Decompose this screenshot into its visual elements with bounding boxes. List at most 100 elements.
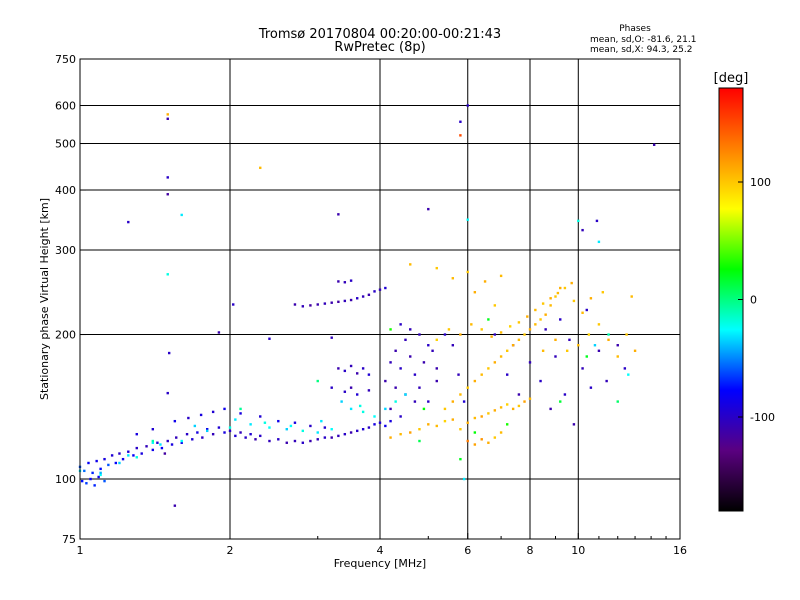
y-tick-label: 750 [55,53,76,66]
stats-x-mode: mean, sd,X: 94.3, 25.2 [590,45,693,55]
data-point [499,274,503,278]
data-point [451,344,455,347]
data-point [404,393,407,396]
data-point [151,441,155,444]
data-point [487,318,490,321]
data-point [577,219,580,223]
data-point [480,415,483,418]
data-point [166,273,169,276]
data-point [389,419,392,423]
data-point [293,421,297,424]
data-point [466,270,469,274]
data-point [427,207,430,211]
y-tick-label: 100 [55,473,76,486]
data-point [103,479,106,483]
data-point [330,428,333,431]
colorbar-tick-label: 100 [750,176,771,189]
x-tick-label: 6 [464,544,471,557]
data-point [217,426,221,429]
data-point [451,418,455,421]
data-point [559,400,562,403]
data-point [499,331,503,334]
points-layer [78,104,656,507]
data-point [559,286,562,290]
data-point [277,438,280,441]
data-point [320,419,323,423]
data-point [459,428,462,431]
data-point [427,423,430,426]
data-point [427,400,430,403]
data-point [127,450,130,453]
data-point [627,373,630,376]
data-point [384,407,387,411]
data-point [394,386,397,389]
data-point [568,338,571,342]
data-point [217,331,221,334]
data-point [539,379,542,383]
x-tick-label: 16 [673,544,687,557]
data-point [349,298,353,302]
data-point [597,323,601,326]
data-point [487,412,490,415]
data-point [544,328,547,331]
data-point [268,426,271,429]
data-point [597,349,601,352]
data-point [223,431,226,434]
data-point [166,113,169,116]
data-point [285,428,288,431]
data-point [595,219,599,223]
y-tick-label: 300 [55,244,76,257]
data-point [180,441,183,444]
data-point [528,328,532,331]
data-point [118,452,121,455]
data-point [228,429,232,433]
data-point [301,429,305,433]
data-point [114,461,118,465]
data-point [459,134,462,137]
data-point [201,436,204,439]
data-point [581,367,584,370]
data-point [160,446,164,450]
data-point [163,452,167,455]
data-point [301,305,305,308]
data-point [140,452,143,455]
data-point [431,349,434,352]
data-point [466,421,469,424]
data-point [93,484,96,487]
data-point [528,361,532,364]
data-point [563,393,567,396]
data-point [394,400,397,403]
data-point [585,308,588,312]
data-point [89,477,92,481]
data-point [135,446,138,450]
data-point [330,436,333,439]
data-point [493,333,497,336]
data-point [234,434,237,438]
data-point [373,415,376,418]
data-point [585,355,588,358]
data-point [459,393,462,396]
data-point [159,443,162,446]
data-point [277,419,280,423]
data-point [422,361,426,364]
data-point [175,436,178,439]
x-axis-label: Frequency [MHz] [334,557,426,570]
data-point [187,416,190,420]
y-tick-label: 400 [55,184,76,197]
data-point [132,454,135,457]
data-point [480,373,483,376]
data-point [394,349,397,352]
data-point [205,429,209,433]
data-point [91,471,94,475]
data-point [505,403,509,406]
data-point [239,412,242,415]
data-point [435,367,438,370]
data-point [517,404,521,408]
data-point [384,286,387,290]
data-point [459,457,462,461]
data-point [268,337,271,340]
data-point [601,291,605,294]
data-point [110,454,114,457]
data-point [337,367,340,370]
